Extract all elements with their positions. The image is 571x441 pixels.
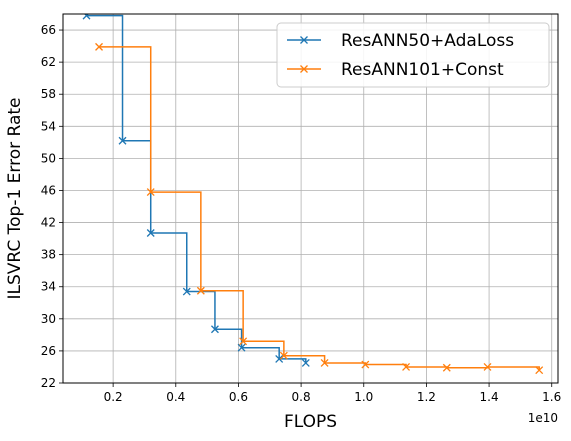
legend-marker [300,65,308,73]
series-1 [95,42,544,375]
y-tick-label: 58 [41,87,56,101]
data-point [361,360,370,369]
y-tick-label: 50 [41,151,56,165]
data-point [182,287,191,296]
axes [62,13,559,384]
ticks: 0.2 0.4 0.6 0.8 1.0 1.2 1.4 1.6 22 26 30 34 38 42 46 50… [41,23,562,404]
y-tick-label: 34 [41,280,56,294]
y-tick-label: 46 [41,183,56,197]
data-point [535,366,544,375]
plot-frame [62,13,559,384]
x-tick-label: 0.8 [292,390,311,404]
legend-label: ResANN50+AdaLoss [341,31,514,51]
data-point [275,354,284,363]
series-layer [82,14,544,375]
data-point [146,188,155,197]
data-point [442,363,451,372]
data-point [196,286,205,295]
data-point [239,337,248,346]
x-tick-label: 0.4 [166,390,185,404]
y-tick-label: 54 [41,119,56,133]
x-tick-label: 1.4 [480,390,499,404]
legend-label: ResANN101+Const [341,60,504,80]
data-point [82,14,91,20]
data-point [210,325,219,334]
data-point [279,351,288,360]
x-axis-label: FLOPS [284,412,337,432]
x-tick-label: 0.2 [104,390,123,404]
data-point [95,42,103,51]
series-line [99,46,540,371]
data-point [402,362,411,371]
y-tick-label: 26 [41,344,56,358]
legend: ResANN50+AdaLoss ResANN101+Const [276,22,550,88]
x-tick-label: 0.6 [229,390,248,404]
y-tick-label: 62 [41,55,56,69]
y-tick-label: 66 [41,23,56,37]
y-tick-label: 42 [41,216,56,230]
data-point [483,362,492,371]
legend-box [276,22,550,88]
y-tick-label: 38 [41,248,56,262]
x-tick-label: 1.0 [354,390,373,404]
series-line [86,14,307,363]
data-point [301,358,310,367]
legend-item: ResANN101+Const [287,60,504,80]
y-axis-label: ILSVRC Top-1 Error Rate [5,97,25,299]
legend-item: ResANN50+AdaLoss [287,31,514,51]
x-axis-offset-label: 1e10 [528,411,558,425]
data-point [146,229,155,237]
y-tick-label: 22 [41,376,56,390]
data-point [320,358,329,367]
series-0 [82,14,310,367]
data-point [118,136,127,145]
x-tick-label: 1.6 [542,390,561,404]
y-tick-label: 30 [41,312,56,326]
data-point [237,343,246,352]
legend-marker [300,36,308,44]
x-tick-label: 1.2 [417,390,436,404]
